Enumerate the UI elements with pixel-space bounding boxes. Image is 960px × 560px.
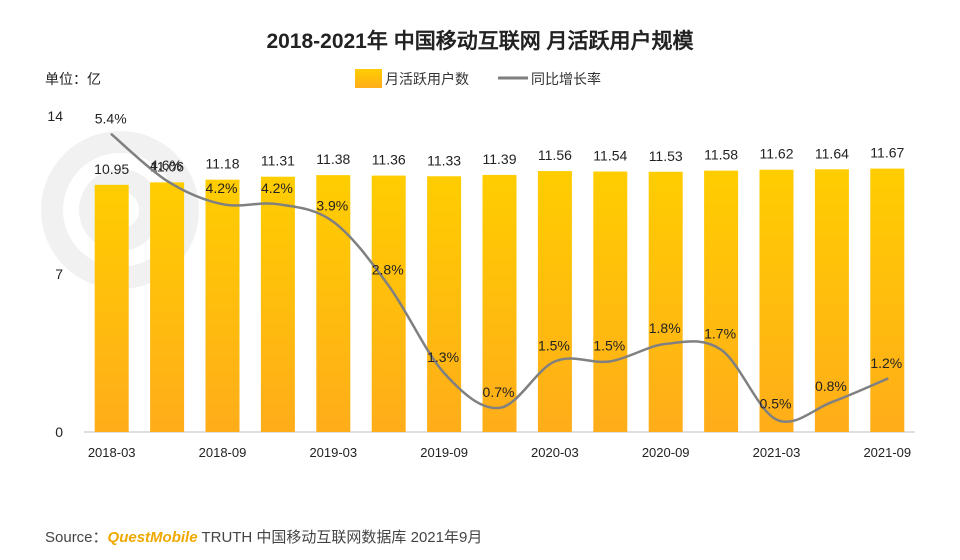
- bar-value-label: 11.53: [649, 148, 683, 164]
- bar-value-label: 11.38: [316, 151, 350, 167]
- bar-value-label: 11.06: [150, 158, 184, 174]
- rate-value-label: 0.7%: [483, 384, 515, 400]
- rate-value-label: 1.2%: [870, 355, 902, 371]
- bar-value-label: 10.95: [94, 161, 129, 177]
- bar-value-label: 11.33: [427, 152, 461, 168]
- x-tick-label: 2019-03: [309, 445, 357, 460]
- rate-value-label: 4.6%: [150, 157, 182, 173]
- rate-value-label: 1.8%: [649, 320, 681, 336]
- legend-bar-label: 月活跃用户数: [385, 71, 469, 87]
- bar-labels: 10.95 11.06 11.18 11.31 11.38 11.36 11.33 11.39…: [94, 145, 904, 177]
- source-prefix: Source：: [45, 529, 108, 546]
- bar-value-label: 11.64: [815, 145, 849, 161]
- x-axis: 2018-03 2018-09 2019-03 2019-09 2020-03 2020-…: [88, 445, 911, 460]
- source-brand: QuestMobile: [107, 529, 198, 546]
- x-tick-label: 2021-09: [863, 445, 911, 460]
- rate-value-label: 1.5%: [593, 337, 625, 353]
- bar-value-label: 11.54: [593, 148, 627, 164]
- bar: [704, 170, 739, 432]
- y-tick-label: 0: [55, 424, 63, 440]
- source-note: Source：QuestMobile TRUTH 中国移动互联网数据库 2021…: [45, 526, 482, 547]
- bar: [427, 176, 462, 432]
- bar-value-label: 11.56: [538, 147, 572, 163]
- bar-value-label: 11.31: [261, 153, 295, 169]
- bar: [593, 171, 628, 433]
- rate-value-label: 2.8%: [372, 262, 404, 278]
- x-tick-label: 2018-09: [199, 445, 247, 460]
- x-tick-label: 2021-03: [753, 445, 801, 460]
- bar-value-label: 11.62: [760, 146, 794, 162]
- bar: [205, 179, 240, 432]
- legend-bar-swatch: [355, 69, 382, 88]
- legend: 月活跃用户数 同比增长率: [355, 69, 601, 88]
- rate-value-label: 4.2%: [261, 180, 293, 196]
- bar: [316, 175, 351, 432]
- rate-value-label: 1.5%: [538, 337, 570, 353]
- x-tick-label: 2020-09: [642, 445, 690, 460]
- bar-value-label: 11.58: [704, 147, 738, 163]
- rate-value-label: 3.9%: [316, 198, 348, 214]
- rate-value-label: 4.2%: [206, 180, 238, 196]
- y-tick-label: 7: [55, 266, 63, 282]
- y-axis: 0 7 14: [47, 108, 63, 440]
- rate-value-label: 1.3%: [427, 349, 459, 365]
- growth-rate-line: [110, 133, 889, 423]
- bar: [537, 171, 572, 432]
- rate-labels: 5.4% 4.6% 4.2% 4.2% 3.9% 2.8% 1.3% 0.7% 1.5% 1.5%…: [95, 110, 903, 411]
- y-tick-label: 14: [47, 108, 63, 124]
- rate-value-label: 0.8%: [815, 378, 847, 394]
- rate-value-label: 5.4%: [95, 110, 127, 126]
- bar-value-label: 11.39: [483, 151, 517, 167]
- bar: [759, 169, 794, 432]
- rate-value-label: 0.5%: [760, 396, 792, 412]
- x-tick-label: 2020-03: [531, 445, 579, 460]
- bar-value-label: 11.67: [870, 145, 904, 161]
- bar-value-label: 11.36: [372, 152, 406, 168]
- bar: [260, 176, 295, 432]
- bar: [870, 168, 905, 432]
- bar: [482, 174, 517, 432]
- unit-label: 单位：亿: [45, 71, 101, 87]
- bar-value-label: 11.18: [206, 156, 240, 172]
- x-tick-label: 2019-09: [420, 445, 468, 460]
- rate-value-label: 1.7%: [704, 326, 736, 342]
- bar: [94, 184, 129, 432]
- chart-title: 2018-2021年 中国移动互联网 月活跃用户规模: [266, 29, 694, 53]
- legend-line-label: 同比增长率: [531, 71, 601, 87]
- bar: [814, 169, 849, 433]
- x-tick-label: 2018-03: [88, 445, 136, 460]
- source-rest: TRUTH 中国移动互联网数据库 2021年9月: [197, 529, 483, 546]
- bar: [150, 182, 185, 432]
- bar: [648, 171, 683, 432]
